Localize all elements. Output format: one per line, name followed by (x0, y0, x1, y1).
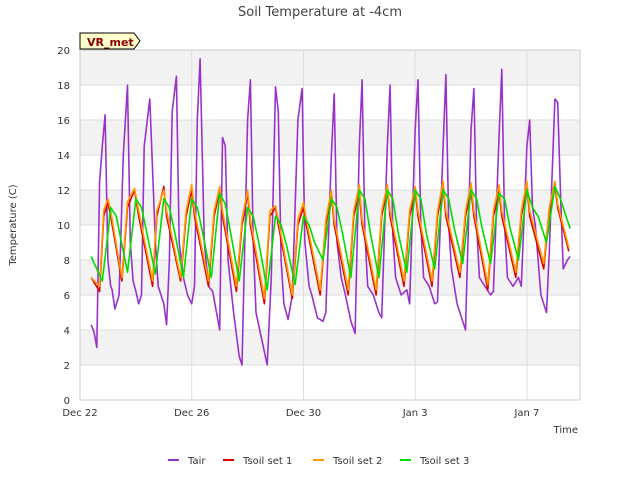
y-axis-label: Temperature (C) (8, 184, 19, 266)
y-tick-label: 16 (57, 116, 70, 127)
legend-item: Tsoil set 2 (313, 456, 382, 467)
background-bands (80, 50, 580, 365)
grid-band (80, 260, 580, 295)
chart-title: Soil Temperature at -4cm (238, 5, 402, 20)
x-tick-label: Dec 22 (62, 408, 97, 419)
legend-label: Tair (187, 456, 206, 467)
x-tick-label: Dec 30 (286, 408, 321, 419)
grid-band (80, 120, 580, 155)
y-tick-label: 0 (64, 396, 70, 407)
axis-ticks: 0 2 4 6 8 10 12 14 16 18 20 Dec 22 Dec 26 Dec 30 Jan 3… (57, 46, 539, 419)
y-tick-label: 20 (57, 46, 70, 57)
legend: Tair Tsoil set 1 Tsoil set 2 Tsoil set 3 (168, 456, 469, 467)
legend-label: Tsoil set 1 (242, 456, 292, 467)
x-tick-label: Dec 26 (174, 408, 209, 419)
station-badge: VR_met (79, 32, 141, 50)
legend-item: Tsoil set 1 (223, 456, 292, 467)
grid-band (80, 50, 580, 85)
legend-item: Tsoil set 3 (400, 456, 469, 467)
x-axis-label: Time (553, 425, 578, 436)
badge-label: VR_met (87, 36, 134, 49)
x-tick-label: Jan 7 (513, 408, 539, 419)
y-tick-label: 4 (64, 326, 70, 337)
legend-label: Tsoil set 3 (419, 456, 469, 467)
series-line-4 (90, 185, 571, 291)
y-tick-label: 14 (57, 151, 70, 162)
y-tick-label: 8 (64, 256, 70, 267)
y-tick-label: 2 (64, 361, 70, 372)
y-tick-label: 10 (57, 221, 70, 232)
grid-band (80, 330, 580, 365)
y-tick-label: 18 (57, 81, 70, 92)
legend-label: Tsoil set 2 (332, 456, 382, 467)
y-tick-label: 12 (57, 186, 70, 197)
x-tick-label: Jan 3 (402, 408, 428, 419)
series-lines (90, 57, 571, 366)
y-tick-label: 6 (64, 291, 70, 302)
legend-item: Tair (168, 456, 206, 467)
plot-frame (79, 49, 581, 401)
series-line-1 (90, 57, 571, 366)
badge-shape (79, 32, 141, 50)
